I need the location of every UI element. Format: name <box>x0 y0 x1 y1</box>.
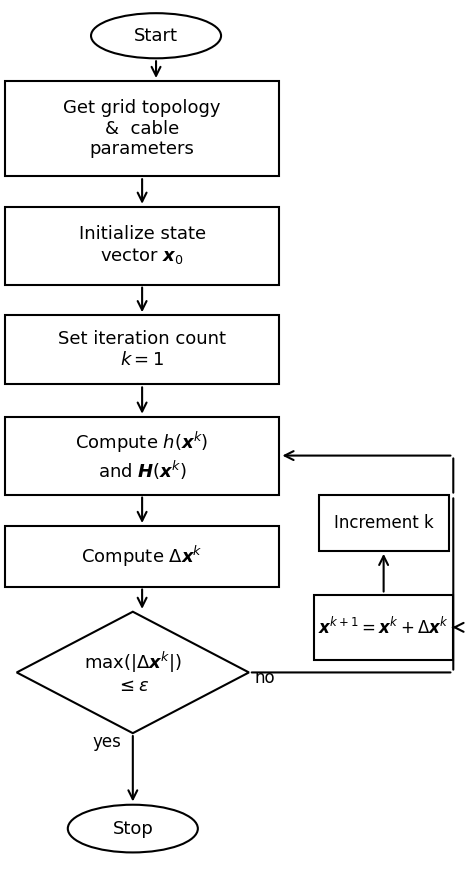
Bar <box>5 207 279 285</box>
Bar <box>5 416 279 495</box>
Polygon shape <box>17 612 249 733</box>
Text: Increment k: Increment k <box>334 514 433 533</box>
Bar <box>319 495 449 552</box>
Text: no: no <box>255 669 275 687</box>
Bar <box>5 315 279 384</box>
Text: $\boldsymbol{x}^{k+1} = \boldsymbol{x}^k + \Delta\boldsymbol{x}^k$: $\boldsymbol{x}^{k+1} = \boldsymbol{x}^k… <box>318 616 449 638</box>
Bar <box>5 526 279 587</box>
Text: Stop: Stop <box>112 820 153 837</box>
Text: Start: Start <box>134 27 178 45</box>
Text: Compute $h(\boldsymbol{x}^k)$
and $\boldsymbol{H}(\boldsymbol{x}^k)$: Compute $h(\boldsymbol{x}^k)$ and $\bold… <box>76 430 209 482</box>
Text: Set iteration count
$k = 1$: Set iteration count $k = 1$ <box>58 330 226 369</box>
Text: Get grid topology
&  cable
parameters: Get grid topology & cable parameters <box>63 99 221 158</box>
Text: yes: yes <box>93 732 122 751</box>
Text: max$(|\Delta\boldsymbol{x}^k|)$
$\leq \varepsilon$: max$(|\Delta\boldsymbol{x}^k|)$ $\leq \v… <box>84 650 182 696</box>
Bar <box>5 81 279 176</box>
Text: Initialize state
vector $\boldsymbol{x}_0$: Initialize state vector $\boldsymbol{x}_… <box>78 225 206 266</box>
Bar <box>314 595 453 660</box>
Text: Compute $\Delta\boldsymbol{x}^k$: Compute $\Delta\boldsymbol{x}^k$ <box>81 544 203 569</box>
